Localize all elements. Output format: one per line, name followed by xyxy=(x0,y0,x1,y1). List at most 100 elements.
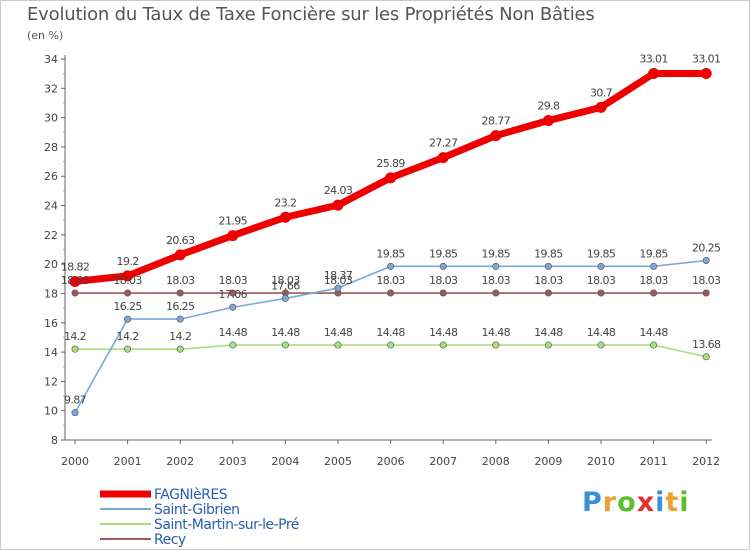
x-tick-label: 2011 xyxy=(640,455,668,468)
data-label: 18.03 xyxy=(219,274,248,287)
data-point xyxy=(281,294,289,302)
y-tick-label: 32 xyxy=(44,82,58,95)
data-point xyxy=(176,345,184,353)
data-point xyxy=(439,289,447,297)
labels-saint-gibrien: 9.87 16.25 16.25 17.06 17.66 18.37 19.85 19.85 1… xyxy=(64,241,722,407)
data-point xyxy=(702,256,710,264)
y-tick-label: 20 xyxy=(44,258,58,271)
y-tick-label: 30 xyxy=(44,112,58,125)
data-point xyxy=(648,68,660,80)
data-label: 9.87 xyxy=(64,394,87,407)
x-tick-label: 2004 xyxy=(271,455,299,468)
y-tick-label: 22 xyxy=(44,229,58,242)
data-label: 14.2 xyxy=(169,330,191,343)
y-tick-label: 14 xyxy=(44,346,58,359)
y-tick-label: 18 xyxy=(44,287,58,300)
proxiti-logo: Proxiti xyxy=(582,487,690,518)
data-point xyxy=(439,262,447,270)
logo-letter: P xyxy=(582,487,603,518)
data-label: 20.25 xyxy=(692,241,721,254)
data-label: 19.2 xyxy=(117,255,139,268)
legend-label: Recy xyxy=(154,532,186,548)
data-point xyxy=(124,315,132,323)
data-point xyxy=(700,68,712,80)
y-tick-label: 8 xyxy=(51,434,58,447)
data-point xyxy=(387,341,395,349)
data-label: 18.03 xyxy=(166,274,195,287)
data-point xyxy=(122,270,134,282)
data-point xyxy=(544,341,552,349)
data-label: 14.2 xyxy=(117,330,139,343)
data-label: 25.89 xyxy=(376,157,405,170)
series-saint-martin-sur-le-pr- xyxy=(71,341,710,361)
data-point xyxy=(71,409,79,417)
data-label: 18.03 xyxy=(61,274,90,287)
data-label: 18.82 xyxy=(61,260,90,273)
x-tick-label: 2002 xyxy=(166,455,194,468)
data-label: 14.48 xyxy=(534,326,563,339)
data-point xyxy=(544,262,552,270)
data-label: 16.25 xyxy=(113,300,142,313)
data-point xyxy=(124,345,132,353)
y-tick-label: 28 xyxy=(44,141,58,154)
data-label: 18.37 xyxy=(324,269,353,282)
data-label: 29.8 xyxy=(537,100,560,113)
data-point xyxy=(650,289,658,297)
data-label: 17.06 xyxy=(219,288,248,301)
data-point xyxy=(229,303,237,311)
data-point xyxy=(385,172,397,184)
data-label: 14.48 xyxy=(324,326,353,339)
series-layer: 18.03 18.03 18.03 18.03 18.03 18.03 18.03 18.03… xyxy=(61,53,722,417)
data-point xyxy=(597,289,605,297)
data-label: 30.7 xyxy=(590,86,613,99)
data-label: 18.03 xyxy=(587,274,616,287)
data-point xyxy=(227,230,239,242)
y-tick-label: 24 xyxy=(44,200,58,213)
data-point xyxy=(702,289,710,297)
x-tick-label: 2000 xyxy=(61,455,89,468)
data-point xyxy=(124,289,132,297)
labels-recy: 18.03 18.03 18.03 18.03 18.03 18.03 18.03 18.03… xyxy=(61,274,722,287)
data-label: 33.01 xyxy=(692,53,721,66)
data-label: 18.03 xyxy=(692,274,721,287)
data-label: 18.03 xyxy=(482,274,511,287)
series-fagni-res xyxy=(69,68,712,287)
data-point xyxy=(71,289,79,297)
data-label: 19.85 xyxy=(587,247,616,260)
logo-letter: t xyxy=(665,487,680,518)
data-point xyxy=(387,262,395,270)
data-label: 24.03 xyxy=(324,184,353,197)
data-label: 18.03 xyxy=(113,274,142,287)
x-tick-label: 2006 xyxy=(377,455,405,468)
data-point xyxy=(71,345,79,353)
series-recy xyxy=(71,289,710,297)
data-label: 33.01 xyxy=(639,53,668,66)
data-label: 16.25 xyxy=(166,300,195,313)
data-label: 19.85 xyxy=(376,247,405,260)
y-tick-label: 26 xyxy=(44,170,58,183)
data-point xyxy=(490,130,502,142)
data-point xyxy=(650,262,658,270)
data-label: 18.03 xyxy=(324,274,353,287)
data-label: 19.85 xyxy=(429,247,458,260)
data-label: 20.63 xyxy=(166,234,195,247)
data-label: 18.03 xyxy=(271,274,300,287)
data-label: 14.48 xyxy=(587,326,616,339)
legend: FAGNIèRESSaint-GibrienSaint-Martin-sur-l… xyxy=(100,487,299,548)
data-point xyxy=(174,249,186,261)
data-label: 13.68 xyxy=(692,338,721,351)
x-tick-label: 2005 xyxy=(324,455,352,468)
data-label: 18.03 xyxy=(639,274,668,287)
data-label: 14.48 xyxy=(639,326,668,339)
x-tick-label: 2001 xyxy=(114,455,142,468)
y-tick-label: 16 xyxy=(44,317,58,330)
x-tick-label: 2010 xyxy=(587,455,615,468)
data-label: 14.48 xyxy=(219,326,248,339)
legend-label: Saint-Gibrien xyxy=(154,502,240,518)
data-point xyxy=(69,275,81,287)
logo-letter: i xyxy=(679,487,690,518)
data-point xyxy=(492,262,500,270)
y-unit-label: (en %) xyxy=(27,29,64,42)
axes: 8 10 12 14 16 18 20 22 24 26 28 30 32 34 2000 2001 2002 2… xyxy=(44,53,720,468)
